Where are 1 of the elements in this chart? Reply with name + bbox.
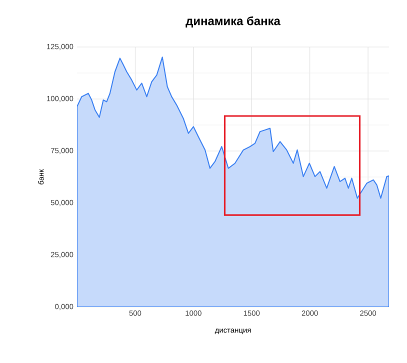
chart-title: динамика банка [186,16,280,28]
